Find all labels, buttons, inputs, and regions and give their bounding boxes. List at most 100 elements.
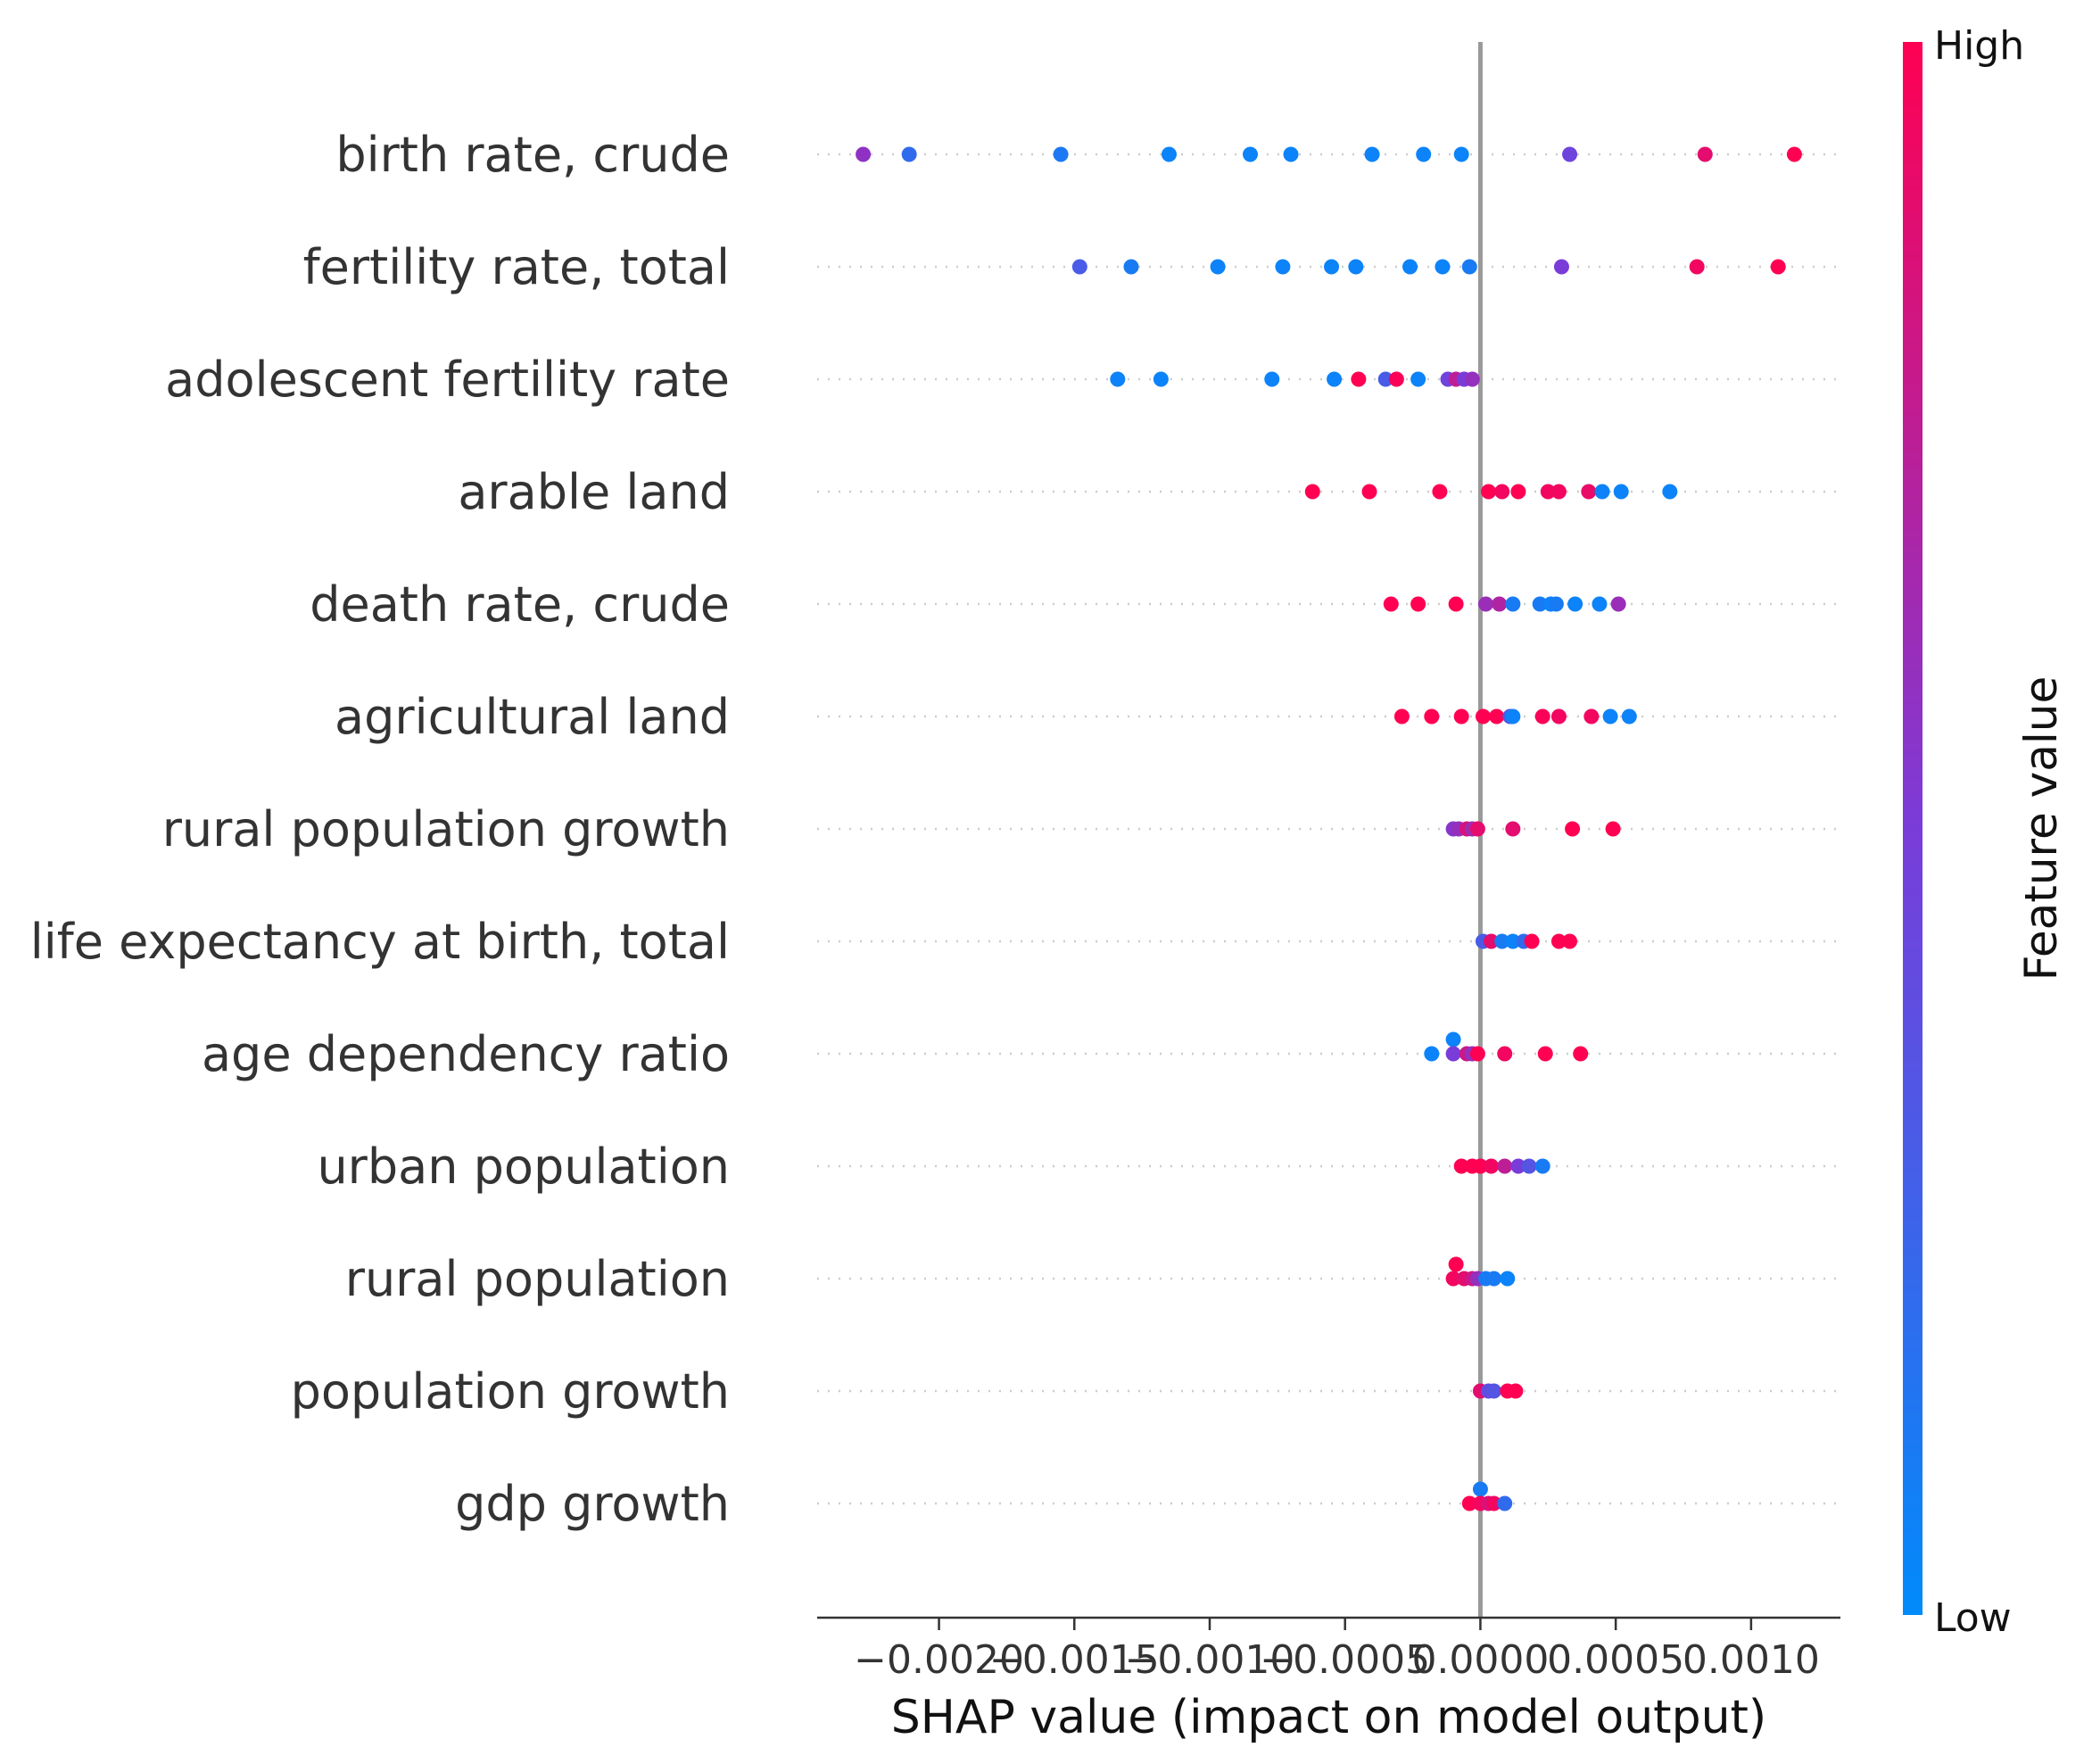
data-point [1610,596,1626,612]
feature-label: fertility rate, total [303,239,730,295]
data-point [1621,708,1637,725]
data-point [1562,933,1578,949]
data-point [1494,484,1510,500]
data-point [1770,259,1786,275]
data-point [1324,259,1340,275]
colorbar-title: Feature value [2015,676,2067,981]
data-point [1469,1046,1485,1062]
data-point [1562,146,1578,162]
data-point [1453,1158,1469,1174]
data-point [1486,1383,1502,1399]
feature-label: agricultural land [335,689,730,745]
data-point [1689,259,1705,275]
colorbar-high-label: High [1934,23,2024,69]
data-point [1445,1271,1461,1287]
data-point [1410,371,1426,387]
data-point [1484,933,1500,949]
feature-label: gdp growth [455,1476,730,1532]
data-point [1377,371,1393,387]
data-point [1505,708,1521,725]
data-point [1402,259,1418,275]
data-point [1521,1158,1537,1174]
data-point [1445,1031,1461,1048]
data-point [1472,1481,1488,1497]
data-point [1393,708,1410,725]
data-point [1161,146,1177,162]
feature-label: population growth [291,1363,730,1420]
data-point [1472,1158,1488,1174]
data-point [1448,596,1464,612]
feature-rows: birth rate, crude fertility rate, total ad… [30,127,1840,1532]
data-point [1573,1046,1589,1062]
data-point [1243,146,1259,162]
colorbar: High Low Feature value [1903,23,2067,1641]
data-point [1445,1046,1461,1062]
data-point [1505,596,1521,612]
feature-label: rural population [345,1251,730,1307]
data-point [1602,708,1618,725]
data-point [1550,933,1567,949]
data-point [1475,708,1491,725]
data-point [1550,708,1567,725]
colorbar-low-label: Low [1934,1595,2012,1641]
feature-label: rural population growth [162,801,730,857]
data-point [1416,146,1432,162]
data-point [1613,484,1629,500]
feature-label: birth rate, crude [335,127,730,183]
data-point [1486,1495,1502,1511]
data-point [1532,596,1548,612]
data-point [1497,1046,1513,1062]
x-axis: −0.0020−0.0015−0.0010−0.00050.00000.0005… [817,1616,1840,1683]
x-tick-label: 0.0005 [1547,1637,1684,1683]
x-tick-label: −0.0015 [989,1637,1160,1683]
data-point [1497,1158,1513,1174]
x-tick-label: 0.0010 [1683,1637,1820,1683]
data-points [856,146,1802,1511]
data-point [1550,484,1567,500]
data-point [1453,146,1469,162]
data-point [1510,484,1526,500]
data-point [1123,259,1139,275]
data-point [1489,708,1505,725]
data-point [1486,1271,1502,1287]
data-point [1304,484,1320,500]
data-point [1071,259,1087,275]
x-tick-label: −0.0010 [1125,1637,1295,1683]
data-point [1594,484,1610,500]
feature-label: death rate, crude [310,576,730,633]
data-point [1153,371,1169,387]
data-point [1534,1158,1550,1174]
data-point [1508,1383,1524,1399]
data-point [1553,259,1569,275]
data-point [1410,596,1426,612]
data-point [1492,596,1508,612]
data-point [1494,933,1510,949]
data-point [1583,708,1600,725]
data-point [1210,259,1226,275]
feature-label: adolescent fertility rate [165,352,730,408]
data-point [1283,146,1299,162]
feature-label: life expectancy at birth, total [30,914,730,970]
data-point [1351,371,1367,387]
data-point [1432,484,1448,500]
data-point [1605,821,1621,837]
data-point [1662,484,1678,500]
data-point [1361,484,1377,500]
x-tick-label: −0.0020 [854,1637,1024,1683]
data-point [901,146,917,162]
data-point [1510,1158,1526,1174]
data-point [1548,596,1564,612]
x-tick-label: 0.0000 [1411,1637,1549,1683]
data-point [1505,933,1521,949]
data-point [1388,371,1404,387]
data-point [1383,596,1399,612]
data-point [856,146,872,162]
data-point [1477,596,1493,612]
x-axis-title: SHAP value (impact on model output) [891,1691,1766,1744]
data-point [1448,1256,1464,1272]
data-point [1786,146,1802,162]
data-point [1461,259,1477,275]
data-point [1275,259,1291,275]
data-point [1540,484,1556,500]
